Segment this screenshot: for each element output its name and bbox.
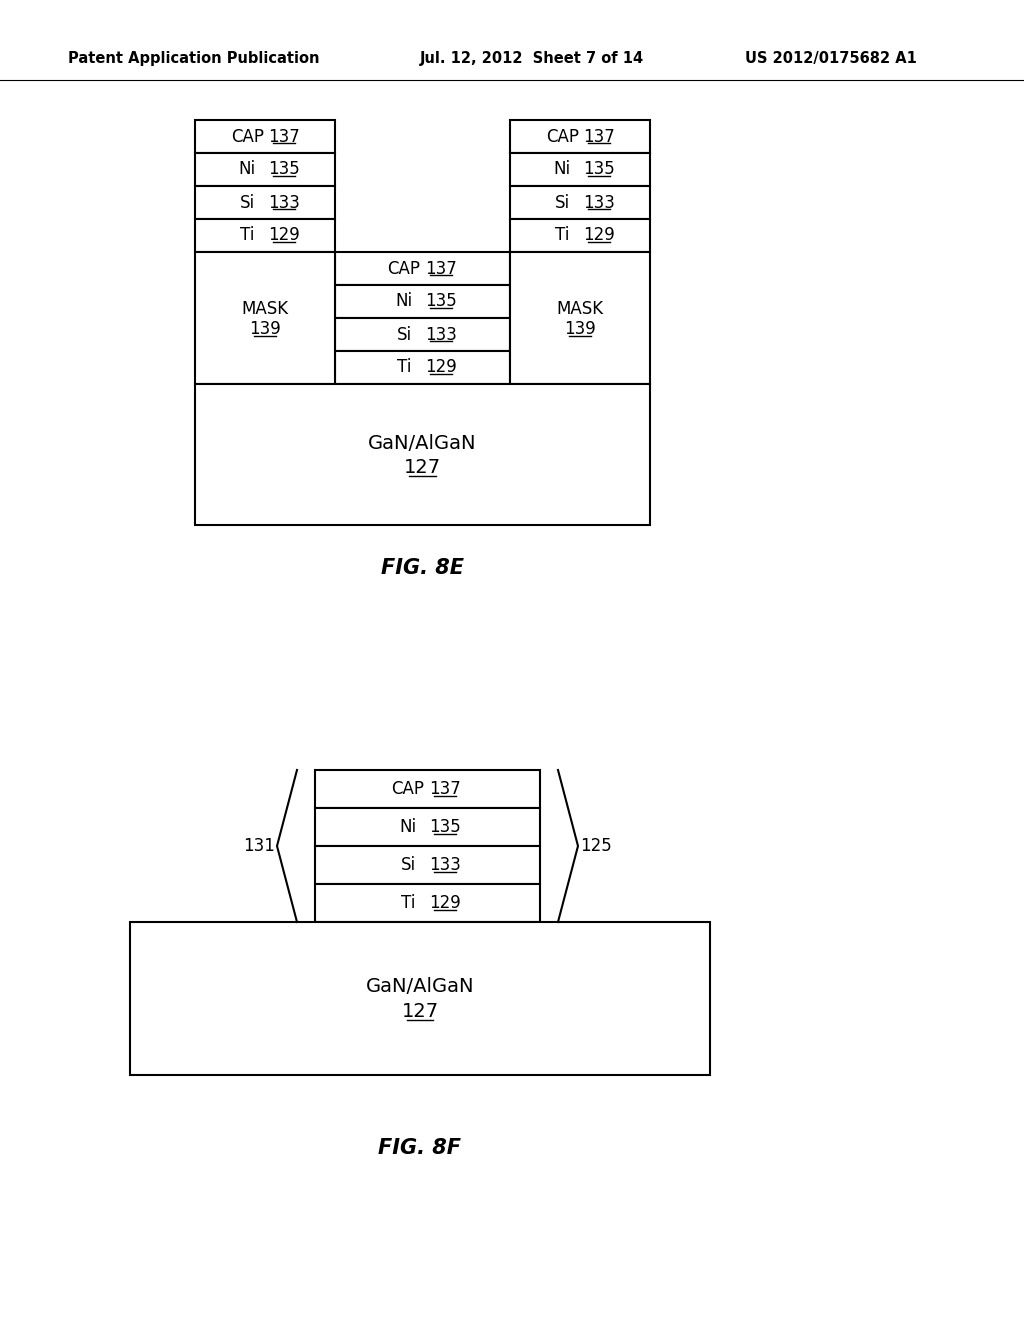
Text: US 2012/0175682 A1: US 2012/0175682 A1 <box>745 50 916 66</box>
Bar <box>315 770 540 808</box>
Text: 137: 137 <box>429 780 461 799</box>
Text: 133: 133 <box>268 194 300 211</box>
Text: 129: 129 <box>425 359 457 376</box>
Bar <box>335 285 510 318</box>
Text: 129: 129 <box>268 227 300 244</box>
Text: 135: 135 <box>584 161 615 178</box>
Text: Jul. 12, 2012  Sheet 7 of 14: Jul. 12, 2012 Sheet 7 of 14 <box>420 50 644 66</box>
Bar <box>335 351 510 384</box>
Text: Ni: Ni <box>399 818 417 836</box>
Text: CAP: CAP <box>546 128 579 145</box>
Text: 127: 127 <box>403 458 441 477</box>
Bar <box>195 120 335 153</box>
Text: Si: Si <box>240 194 255 211</box>
Text: CAP: CAP <box>387 260 421 277</box>
Text: 133: 133 <box>425 326 457 343</box>
Text: Ni: Ni <box>395 293 413 310</box>
Text: GaN/AlGaN: GaN/AlGaN <box>369 434 477 453</box>
Text: CAP: CAP <box>230 128 264 145</box>
Bar <box>510 153 650 186</box>
Bar <box>195 186 335 219</box>
Bar <box>315 808 540 846</box>
Bar <box>510 219 650 252</box>
Text: Si: Si <box>400 855 416 874</box>
Text: FIG. 8E: FIG. 8E <box>381 558 464 578</box>
Bar <box>510 252 650 384</box>
Text: Si: Si <box>396 326 412 343</box>
Text: Ti: Ti <box>240 227 254 244</box>
Text: Ti: Ti <box>397 359 412 376</box>
Bar <box>195 384 650 525</box>
Text: Ti: Ti <box>400 894 415 912</box>
Text: 133: 133 <box>429 855 461 874</box>
Text: Patent Application Publication: Patent Application Publication <box>68 50 319 66</box>
Bar <box>315 846 540 884</box>
Text: 135: 135 <box>425 293 457 310</box>
Text: 127: 127 <box>401 1002 438 1020</box>
Text: 135: 135 <box>268 161 300 178</box>
Text: Si: Si <box>555 194 569 211</box>
Text: Ti: Ti <box>555 227 569 244</box>
Bar <box>130 921 710 1074</box>
Bar <box>315 884 540 921</box>
Text: 125: 125 <box>581 837 612 855</box>
Text: 131: 131 <box>243 837 274 855</box>
Text: Ni: Ni <box>554 161 570 178</box>
Bar <box>335 318 510 351</box>
Text: MASK: MASK <box>556 300 603 318</box>
Bar <box>195 219 335 252</box>
Bar <box>335 252 510 285</box>
Bar <box>510 120 650 153</box>
Text: 133: 133 <box>584 194 615 211</box>
Text: 129: 129 <box>429 894 461 912</box>
Text: 137: 137 <box>584 128 615 145</box>
Text: CAP: CAP <box>391 780 425 799</box>
Text: FIG. 8F: FIG. 8F <box>379 1138 462 1158</box>
Text: Ni: Ni <box>239 161 256 178</box>
Bar <box>510 186 650 219</box>
Text: 135: 135 <box>429 818 461 836</box>
Text: 137: 137 <box>268 128 300 145</box>
Text: MASK: MASK <box>242 300 289 318</box>
Text: 139: 139 <box>564 319 596 338</box>
Bar <box>195 153 335 186</box>
Bar <box>195 252 335 384</box>
Text: 137: 137 <box>425 260 457 277</box>
Text: GaN/AlGaN: GaN/AlGaN <box>366 977 474 997</box>
Text: 129: 129 <box>584 227 615 244</box>
Text: 139: 139 <box>249 319 281 338</box>
